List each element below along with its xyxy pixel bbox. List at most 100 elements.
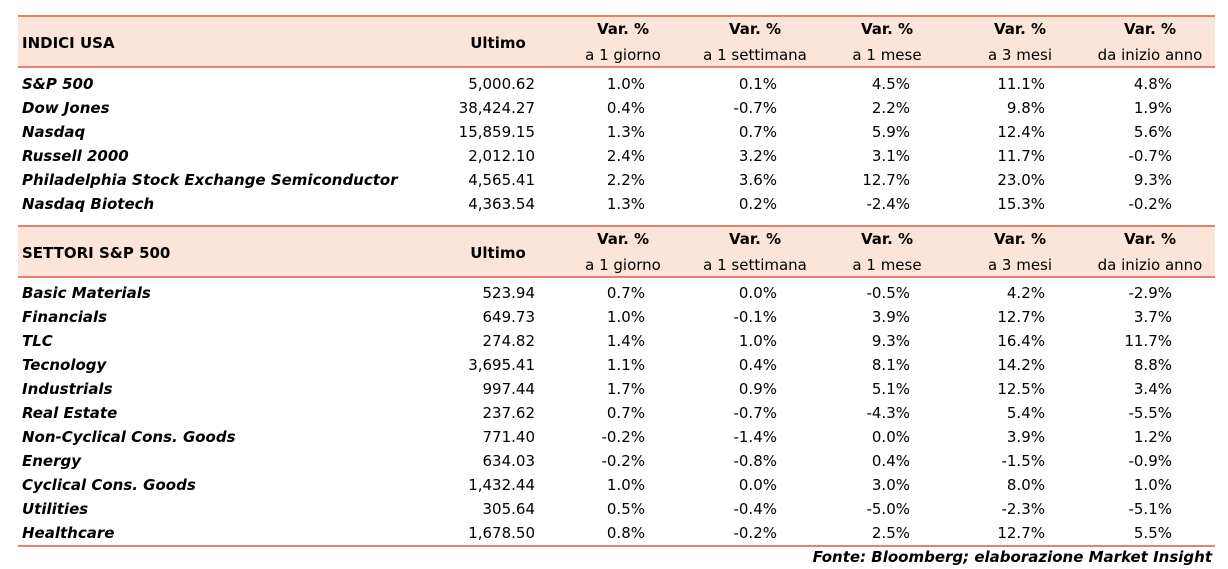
change-value: -2.4% xyxy=(866,195,910,213)
change-value: -1.5% xyxy=(1001,452,1045,470)
change-value: 0.4% xyxy=(871,452,910,470)
change-value: 12.5% xyxy=(997,380,1045,398)
header-rule xyxy=(18,66,1215,68)
change-value: 4.2% xyxy=(1006,284,1045,302)
change-value: -0.7% xyxy=(733,404,777,422)
column-header: da inizio anno xyxy=(1097,46,1203,64)
change-value: 3.9% xyxy=(1006,428,1045,446)
change-value: 3.6% xyxy=(738,171,777,189)
change-value: 11.7% xyxy=(997,147,1045,165)
change-value: 1.9% xyxy=(1133,99,1172,117)
row-label: Nasdaq xyxy=(22,123,86,141)
section-title: SETTORI S&P 500 xyxy=(22,244,171,262)
change-value: -5.5% xyxy=(1128,404,1172,422)
change-value: -0.2% xyxy=(601,428,645,446)
change-value: 12.7% xyxy=(862,171,910,189)
row-label: Russell 2000 xyxy=(22,147,129,165)
change-value: 15.3% xyxy=(997,195,1045,213)
last-value: 2,012.10 xyxy=(468,147,535,165)
change-value: 8.8% xyxy=(1133,356,1172,374)
change-value: 0.1% xyxy=(738,75,777,93)
change-value: 12.7% xyxy=(997,524,1045,542)
change-value: -0.2% xyxy=(733,524,777,542)
column-header: Var. % xyxy=(860,20,914,38)
column-header: Var. % xyxy=(1123,20,1177,38)
source-note: Fonte: Bloomberg; elaborazione Market In… xyxy=(812,548,1212,566)
change-value: -5.0% xyxy=(866,500,910,518)
change-value: 3.0% xyxy=(871,476,910,494)
column-header: a 3 mesi xyxy=(987,256,1053,274)
change-value: 3.7% xyxy=(1133,308,1172,326)
change-value: 1.1% xyxy=(606,356,645,374)
change-value: -2.3% xyxy=(1001,500,1045,518)
change-value: 0.0% xyxy=(738,284,777,302)
change-value: -2.9% xyxy=(1128,284,1172,302)
last-value: 305.64 xyxy=(482,500,536,518)
column-header: a 1 mese xyxy=(852,46,922,64)
column-header: a 1 giorno xyxy=(585,46,661,64)
column-header: Var. % xyxy=(1123,230,1177,248)
change-value: 8.0% xyxy=(1006,476,1045,494)
change-value: 3.1% xyxy=(871,147,910,165)
change-value: 0.7% xyxy=(606,404,645,422)
row-label: Energy xyxy=(22,452,82,470)
bottom-rule xyxy=(18,545,1215,547)
last-value: 5,000.62 xyxy=(468,75,535,93)
change-value: 1.2% xyxy=(1133,428,1172,446)
last-value: 523.94 xyxy=(482,284,536,302)
last-value: 997.44 xyxy=(482,380,536,398)
last-value: 4,565.41 xyxy=(468,171,535,189)
change-value: 9.3% xyxy=(1133,171,1172,189)
header-band xyxy=(18,15,1215,68)
column-header: Var. % xyxy=(728,20,782,38)
column-header: Var. % xyxy=(596,230,650,248)
change-value: 11.1% xyxy=(997,75,1045,93)
change-value: -0.7% xyxy=(733,99,777,117)
last-value: 4,363.54 xyxy=(468,195,535,213)
change-value: 0.7% xyxy=(606,284,645,302)
column-header: Var. % xyxy=(596,20,650,38)
last-value: 274.82 xyxy=(482,332,536,350)
row-label: Real Estate xyxy=(22,404,118,422)
change-value: 2.5% xyxy=(871,524,910,542)
last-value: 649.73 xyxy=(482,308,536,326)
column-header: a 3 mesi xyxy=(987,46,1053,64)
last-value: 237.62 xyxy=(482,404,536,422)
change-value: -0.9% xyxy=(1128,452,1172,470)
column-header: Ultimo xyxy=(470,34,526,52)
change-value: 0.2% xyxy=(738,195,777,213)
change-value: 1.3% xyxy=(606,123,645,141)
change-value: 8.1% xyxy=(871,356,910,374)
row-label: Dow Jones xyxy=(22,99,110,117)
change-value: 5.1% xyxy=(871,380,910,398)
header-rule xyxy=(18,276,1215,278)
last-value: 15,859.15 xyxy=(458,123,535,141)
change-value: 0.5% xyxy=(606,500,645,518)
change-value: 12.7% xyxy=(997,308,1045,326)
row-label: Basic Materials xyxy=(22,284,151,302)
change-value: 5.9% xyxy=(871,123,910,141)
row-label: TLC xyxy=(22,332,53,350)
change-value: 1.4% xyxy=(606,332,645,350)
row-label: Financials xyxy=(22,308,108,326)
change-value: -0.2% xyxy=(1128,195,1172,213)
change-value: 23.0% xyxy=(997,171,1045,189)
change-value: 2.4% xyxy=(606,147,645,165)
section-title: INDICI USA xyxy=(22,34,115,52)
change-value: 9.3% xyxy=(871,332,910,350)
row-label: Utilities xyxy=(22,500,89,518)
change-value: 1.3% xyxy=(606,195,645,213)
row-label: Philadelphia Stock Exchange Semiconducto… xyxy=(22,171,398,189)
change-value: -5.1% xyxy=(1128,500,1172,518)
change-value: 14.2% xyxy=(997,356,1045,374)
row-label: Nasdaq Biotech xyxy=(22,195,155,213)
change-value: 1.0% xyxy=(1133,476,1172,494)
row-label: Industrials xyxy=(22,380,113,398)
last-value: 3,695.41 xyxy=(468,356,535,374)
column-header: Var. % xyxy=(993,20,1047,38)
change-value: -0.7% xyxy=(1128,147,1172,165)
change-value: -0.2% xyxy=(601,452,645,470)
change-value: -0.5% xyxy=(866,284,910,302)
column-header: a 1 mese xyxy=(852,256,922,274)
